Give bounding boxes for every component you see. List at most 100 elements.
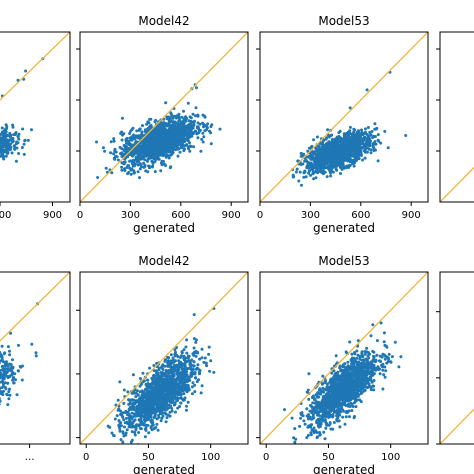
- scatter-point: [176, 146, 179, 149]
- scatter-point: [326, 175, 329, 178]
- scatter-point: [21, 146, 24, 149]
- scatter-point: [177, 120, 180, 123]
- scatter-point: [322, 164, 325, 167]
- scatter-point: [144, 164, 147, 167]
- scatter-point: [136, 161, 139, 164]
- scatter-point: [138, 176, 141, 179]
- x-tick-label: 300: [301, 210, 320, 221]
- scatter-point: [308, 163, 311, 166]
- x-tick-label: …00: [0, 210, 11, 221]
- scatter-point: [349, 126, 352, 129]
- scatter-point: [145, 149, 148, 152]
- scatter-point: [339, 151, 342, 154]
- scatter-point: [374, 140, 377, 143]
- scatter-point: [2, 134, 5, 137]
- scatter-point: [181, 126, 184, 129]
- scatter-point: [5, 150, 8, 153]
- scatter-point: [219, 128, 222, 131]
- scatter-point: [126, 164, 129, 167]
- scatter-point: [377, 139, 380, 142]
- x-tick-label: 0: [257, 210, 263, 221]
- scatter-point: [161, 139, 164, 142]
- scatter-point: [158, 152, 161, 155]
- scatter-point: [166, 117, 169, 120]
- scatter-point: [323, 156, 326, 159]
- scatter-point: [371, 136, 374, 139]
- scatter-point: [113, 157, 116, 160]
- scatter-point: [352, 159, 355, 162]
- scatter-point: [1, 127, 4, 130]
- scatter-point: [156, 126, 159, 129]
- scatter-point: [143, 158, 146, 161]
- scatter-point: [135, 129, 138, 132]
- scatter-point: [343, 143, 346, 146]
- outlier-point: [24, 70, 27, 73]
- scatter-point: [187, 147, 190, 150]
- scatter-point: [319, 157, 322, 160]
- scatter-point: [117, 159, 120, 162]
- scatter-point: [157, 138, 160, 141]
- scatter-point: [11, 358, 14, 361]
- scatter-point: [347, 131, 350, 134]
- scatter-point: [142, 142, 145, 145]
- scatter-point: [168, 138, 171, 141]
- scatter-point: [356, 147, 359, 150]
- scatter-point: [372, 149, 375, 152]
- scatter-point: [326, 142, 329, 145]
- scatter-point: [155, 146, 158, 149]
- scatter-point: [141, 124, 144, 127]
- scatter-point: [317, 166, 320, 169]
- scatter-point: [110, 140, 113, 143]
- axes-frame: [0, 32, 70, 202]
- scatter-point: [30, 128, 33, 131]
- scatter-point: [121, 134, 124, 137]
- scatter-point: [180, 146, 183, 149]
- scatter-point: [162, 123, 165, 126]
- panel-title: Model53: [318, 14, 369, 28]
- scatter-point: [361, 133, 364, 136]
- x-tick-label: 600: [171, 210, 190, 221]
- scatter-point: [4, 145, 7, 148]
- scatter-point: [123, 162, 126, 165]
- scatter-point: [5, 134, 8, 137]
- scatter-point: [141, 131, 144, 134]
- scatter-point: [0, 146, 3, 149]
- scatter-point: [346, 152, 349, 155]
- scatter-point: [148, 121, 151, 124]
- scatter-point: [175, 141, 178, 144]
- scatter-point: [170, 153, 173, 156]
- scatter-point: [363, 143, 366, 146]
- scatter-point: [120, 131, 123, 134]
- scatter-point: [316, 136, 319, 139]
- scatter-point: [131, 139, 134, 142]
- scatter-point: [23, 153, 26, 156]
- scatter-point: [179, 122, 182, 125]
- scatter-point: [130, 173, 133, 176]
- scatter-point: [197, 121, 200, 124]
- scatter-point: [154, 170, 157, 173]
- scatter-point: [123, 145, 126, 148]
- scatter-point: [329, 175, 332, 178]
- scatter-point: [11, 124, 14, 127]
- scatter-point: [189, 115, 192, 118]
- scatter-point: [169, 166, 172, 169]
- scatter-point: [326, 154, 329, 157]
- scatter-point: [342, 164, 345, 167]
- scatter-point: [137, 170, 140, 173]
- scatter-point: [131, 153, 134, 156]
- scatter-point: [139, 162, 142, 165]
- scatter-point: [197, 115, 200, 118]
- scatter-point: [137, 134, 140, 137]
- scatter-point: [144, 169, 147, 172]
- scatter-point: [372, 145, 375, 148]
- scatter-point: [331, 138, 334, 141]
- scatter-point: [126, 137, 129, 140]
- scatter-point: [331, 142, 334, 145]
- scatter-point: [342, 167, 345, 170]
- scatter-point: [363, 136, 366, 139]
- scatter-point: [144, 145, 147, 148]
- scatter-point: [346, 147, 349, 150]
- scatter-point: [168, 129, 171, 132]
- scatter-point: [379, 142, 382, 145]
- outlier-point: [320, 142, 323, 145]
